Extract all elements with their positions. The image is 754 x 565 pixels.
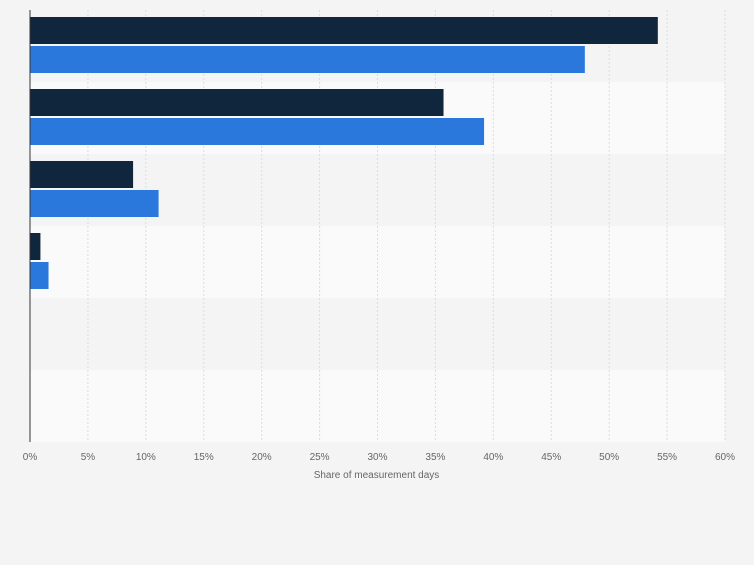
bar <box>30 46 585 73</box>
bar <box>30 17 658 44</box>
gridlines <box>87 10 726 442</box>
bars <box>30 17 658 289</box>
x-tick-labels: 0% 5% 10% 15% 20% 25% 30% 35% 40% 45% 50% 55% 60% <box>23 452 735 463</box>
x-tick-label: 10% <box>136 452 156 463</box>
bar <box>30 233 41 260</box>
x-tick-label: 0% <box>23 452 38 463</box>
bar <box>30 118 485 145</box>
x-tick-label: 20% <box>252 452 272 463</box>
x-axis-label: Share of measurement days <box>314 470 440 481</box>
x-tick-label: 50% <box>599 452 619 463</box>
x-tick-label: 35% <box>425 452 445 463</box>
bar <box>30 161 134 188</box>
x-tick-label: 5% <box>81 452 96 463</box>
x-tick-label: 30% <box>367 452 387 463</box>
x-tick-label: 60% <box>715 452 735 463</box>
x-tick-label: 55% <box>657 452 677 463</box>
x-tick-label: 15% <box>194 452 214 463</box>
bar <box>30 262 49 289</box>
bar <box>30 190 159 217</box>
x-tick-label: 40% <box>483 452 503 463</box>
bar <box>30 89 444 116</box>
x-tick-label: 25% <box>310 452 330 463</box>
x-tick-label: 45% <box>541 452 561 463</box>
